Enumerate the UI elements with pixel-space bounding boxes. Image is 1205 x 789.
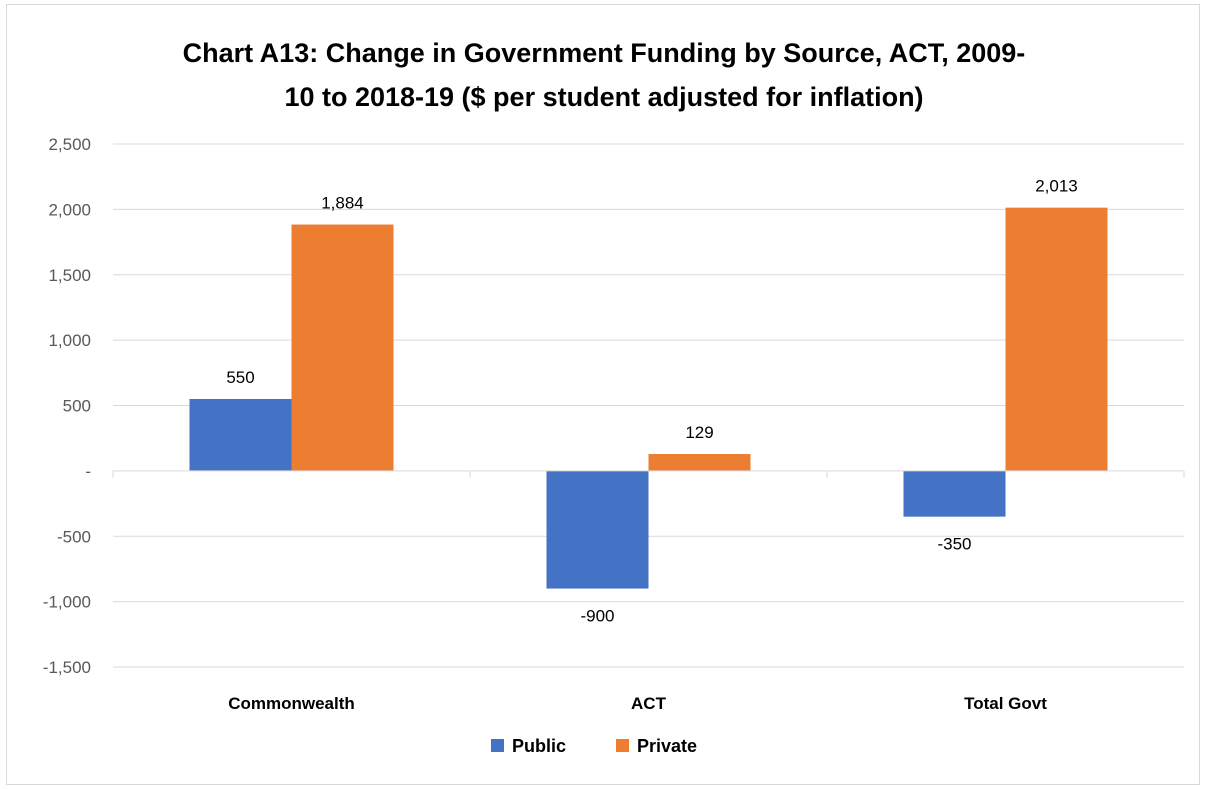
legend: Public Private [491, 736, 697, 756]
data-label: 2,013 [1035, 177, 1078, 196]
y-tick-label: 1,500 [48, 266, 91, 285]
chart-title-line-1: Chart A13: Change in Government Funding … [183, 38, 1026, 68]
legend-label-private: Private [637, 736, 697, 756]
bar-private-commonwealth [291, 224, 394, 471]
y-tick-label: 1,000 [48, 331, 91, 350]
y-tick-label: 500 [63, 397, 91, 416]
y-tick-label: -1,000 [43, 593, 91, 612]
chart-frame: Chart A13: Change in Government Funding … [6, 4, 1200, 785]
category-label: ACT [631, 694, 667, 713]
y-axis-ticks: 2,500 2,000 1,500 1,000 500 - -500 -1,000 -1,500 [43, 135, 91, 677]
bar-public-total-govt [903, 470, 1006, 517]
y-tick-label: 2,000 [48, 200, 91, 219]
legend-swatch-public [491, 739, 504, 752]
chart-svg: Chart A13: Change in Government Funding … [43, 38, 1185, 756]
data-labels: 550 1,884 -900 129 -350 2,013 [226, 177, 1077, 626]
data-label: 129 [685, 423, 713, 442]
bar-private-act [648, 454, 751, 471]
legend-label-public: Public [512, 736, 566, 756]
category-label: Commonwealth [228, 694, 355, 713]
bar-private-total-govt [1005, 207, 1108, 471]
chart-title: Chart A13: Change in Government Funding … [183, 38, 1026, 112]
y-tick-label: -500 [57, 527, 91, 546]
bar-public-commonwealth [189, 398, 292, 471]
x-axis [112, 470, 1185, 478]
data-label: 1,884 [321, 194, 364, 213]
data-label: 550 [226, 368, 254, 387]
y-tick-label: -1,500 [43, 658, 91, 677]
category-labels: Commonwealth ACT Total Govt [228, 694, 1047, 713]
data-label: -900 [580, 607, 614, 626]
chart-title-line-2: 10 to 2018-19 ($ per student adjusted fo… [284, 82, 923, 112]
data-label: -350 [937, 535, 971, 554]
bar-public-act [546, 470, 649, 589]
y-tick-label: 2,500 [48, 135, 91, 154]
legend-swatch-private [616, 739, 629, 752]
category-label: Total Govt [964, 694, 1047, 713]
y-tick-label: - [85, 462, 91, 481]
bars [189, 207, 1108, 589]
